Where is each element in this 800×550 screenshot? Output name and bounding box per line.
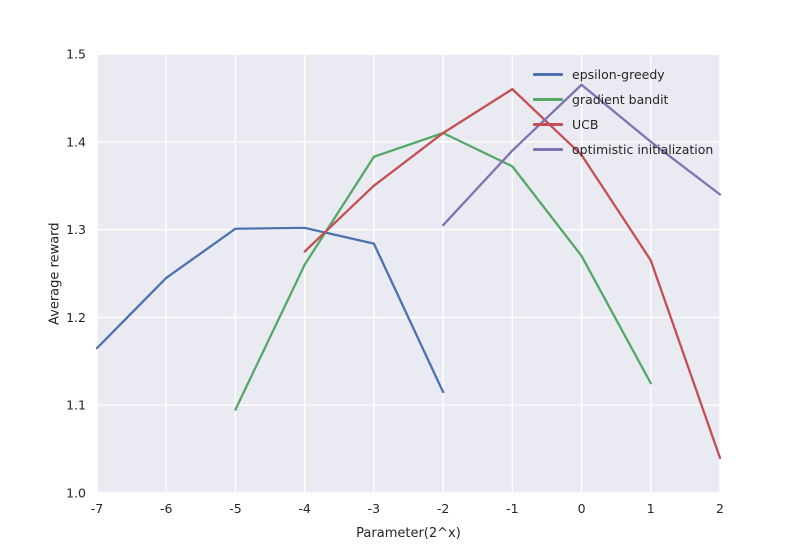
x-tick-label: -1 <box>506 501 518 516</box>
y-tick-label: 1.2 <box>66 310 86 325</box>
y-tick-label: 1.3 <box>66 222 86 237</box>
legend-label: optimistic initialization <box>572 142 714 157</box>
x-tick-label: -7 <box>91 501 103 516</box>
legend-line-swatch <box>533 73 563 76</box>
series-line-epsilon-greedy <box>95 226 445 394</box>
legend-label: UCB <box>572 117 599 132</box>
legend-line-swatch <box>533 98 563 101</box>
y-tick-label: 1.0 <box>66 486 86 501</box>
series-line-optimistic-initialization <box>441 83 722 227</box>
legend-item-ucb: UCB <box>533 112 713 137</box>
legend-item-gradient-bandit: gradient bandit <box>533 87 713 112</box>
x-tick-label: -2 <box>437 501 449 516</box>
y-tick-label: 1.5 <box>66 47 86 62</box>
legend-item-optimistic-initialization: optimistic initialization <box>533 137 713 162</box>
x-tick-label: -3 <box>368 501 380 516</box>
x-tick-label: 0 <box>578 501 586 516</box>
legend-label: epsilon-greedy <box>572 67 665 82</box>
y-tick-label: 1.1 <box>66 398 86 413</box>
legend: epsilon-greedy gradient bandit UCB optim… <box>533 62 713 162</box>
x-tick-label: -5 <box>229 501 241 516</box>
legend-label: gradient bandit <box>572 92 669 107</box>
x-tick-label: 1 <box>647 501 655 516</box>
plot-background <box>97 54 720 493</box>
series-line-ucb <box>303 87 722 460</box>
y-axis-label: Average reward <box>47 222 63 325</box>
x-tick-label: -4 <box>298 501 311 516</box>
x-axis-label: Parameter(2^x) <box>356 526 461 541</box>
legend-line-swatch <box>533 123 563 126</box>
x-tick-label: 2 <box>716 501 724 516</box>
y-tick-label: 1.4 <box>66 134 86 149</box>
x-tick-label: -6 <box>160 501 173 516</box>
legend-item-epsilon-greedy: epsilon-greedy <box>533 62 713 87</box>
legend-line-swatch <box>533 148 563 151</box>
